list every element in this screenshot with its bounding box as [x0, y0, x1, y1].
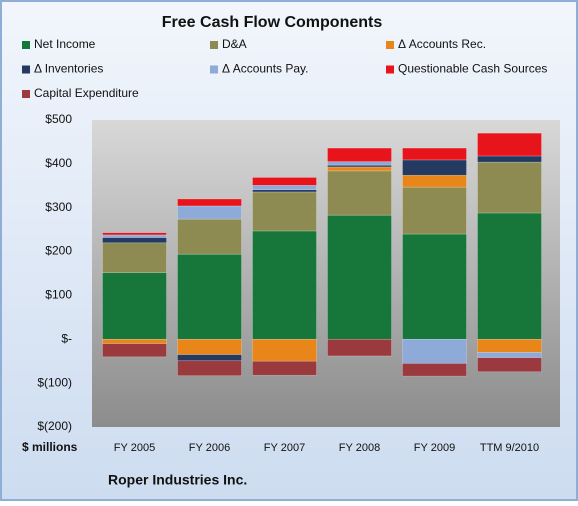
legend-swatch	[210, 41, 218, 49]
x-tick-label: FY 2006	[189, 442, 230, 454]
x-tick-label: FY 2007	[264, 442, 305, 454]
x-tick-label: FY 2009	[414, 442, 455, 454]
bar-segment	[477, 155, 542, 163]
y-tick-label: $-	[61, 331, 72, 345]
axis-label: $ millions	[22, 440, 78, 454]
bar-segment	[252, 230, 317, 340]
x-tick-label: FY 2008	[339, 442, 380, 454]
bar-segment	[177, 253, 242, 340]
bar-segment	[327, 166, 392, 172]
legend-label: Δ Accounts Pay.	[222, 62, 309, 76]
legend-label: Δ Inventories	[34, 62, 103, 76]
bar-segment	[102, 237, 167, 244]
y-tick-label: $100	[45, 288, 72, 302]
legend-label: Questionable Cash Sources	[398, 62, 547, 76]
legend-swatch	[22, 90, 30, 98]
bar-segment	[252, 360, 317, 376]
bar-segment	[177, 198, 242, 207]
y-tick-label: $(200)	[37, 419, 72, 433]
bar-segment	[252, 189, 317, 193]
y-tick-label: $(100)	[37, 375, 72, 389]
legend-swatch	[386, 65, 394, 74]
bar-segment	[252, 177, 317, 186]
bar-segment	[102, 232, 167, 236]
y-tick-label: $200	[45, 244, 72, 258]
legend-label: Net Income	[34, 37, 96, 51]
legend-swatch	[386, 41, 394, 49]
legend-swatch	[210, 65, 218, 74]
bar-segment	[177, 218, 242, 255]
bar-segment	[102, 338, 167, 344]
bar-segment	[402, 186, 467, 235]
bar-segment	[327, 147, 392, 162]
bar-segment	[402, 159, 467, 176]
bar-segment	[402, 147, 467, 161]
legend-swatch	[22, 65, 30, 74]
bar-segment	[177, 205, 242, 220]
bar-segment	[402, 338, 467, 364]
bar-segment	[477, 338, 542, 353]
bar-segment	[252, 338, 317, 362]
bar-segment	[402, 174, 467, 188]
bar-segment	[477, 357, 542, 373]
legend-label: Δ Accounts Rec.	[398, 37, 486, 51]
bar-segment	[252, 185, 317, 191]
bar-segment	[102, 272, 167, 340]
bar-segment	[477, 161, 542, 214]
bar-segment	[477, 352, 542, 359]
bar-segment	[102, 234, 167, 238]
bar-segment	[177, 354, 242, 362]
y-tick-label: $300	[45, 200, 72, 214]
bar-segment	[252, 191, 317, 232]
footnote: Roper Industries Inc.	[108, 472, 247, 488]
legend-swatch	[22, 41, 30, 49]
bar-segment	[327, 214, 392, 340]
bar-segment	[402, 233, 467, 340]
chart-title: Free Cash Flow Components	[162, 14, 383, 31]
y-tick-label: $500	[45, 112, 72, 126]
bar-segment	[402, 363, 467, 377]
bar-segment	[102, 343, 167, 358]
bar-segment	[327, 170, 392, 216]
bar-segment	[177, 338, 242, 355]
bar-segment	[177, 360, 242, 376]
bar-segment	[477, 212, 542, 340]
bar-segment	[327, 161, 392, 166]
x-tick-label: FY 2005	[114, 442, 155, 454]
y-tick-label: $400	[45, 156, 72, 170]
bar-segment	[477, 132, 542, 157]
bar-segment	[327, 338, 392, 357]
legend-label: Capital Expenditure	[34, 86, 139, 100]
x-tick-label: TTM 9/2010	[480, 442, 539, 454]
bar-segment	[102, 242, 167, 273]
legend-label: D&A	[222, 37, 247, 51]
